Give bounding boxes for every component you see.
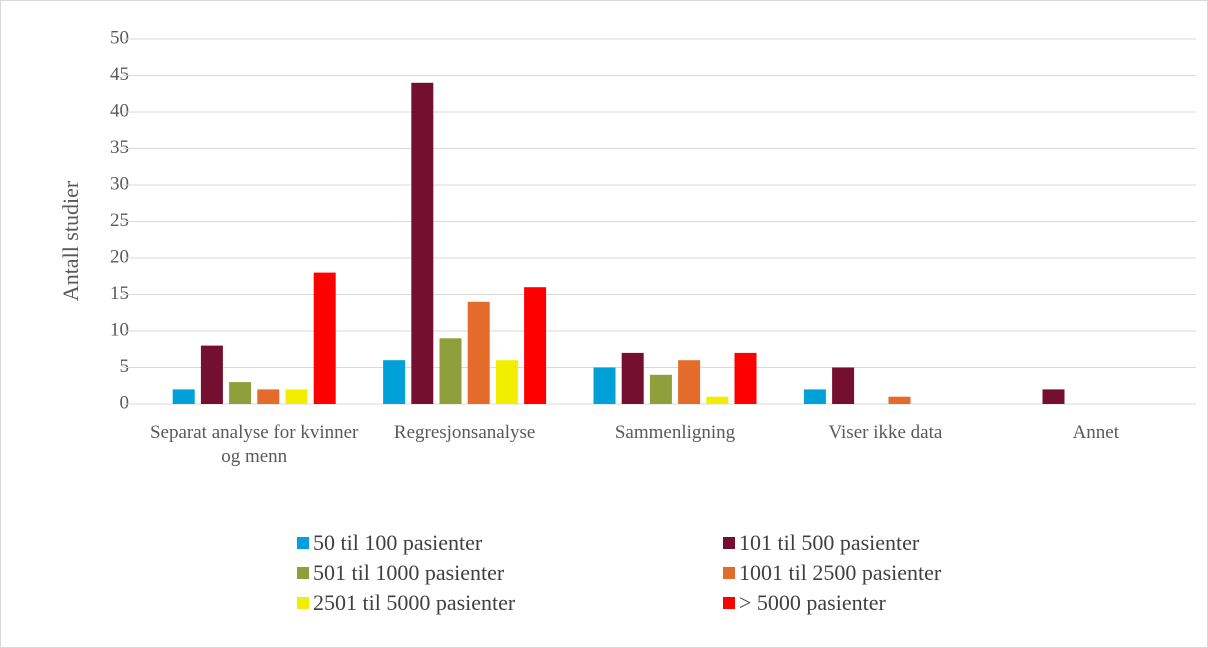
- bar: [649, 374, 672, 404]
- bar: [734, 352, 757, 404]
- bar: [229, 382, 252, 404]
- legend-label: > 5000 pasienter: [739, 590, 886, 615]
- legend-label: 101 til 500 pasienter: [739, 530, 920, 555]
- y-tick-label: 0: [120, 392, 130, 413]
- bar: [678, 360, 701, 404]
- y-tick-label: 20: [110, 246, 129, 267]
- legend-label: 1001 til 2500 pasienter: [739, 560, 942, 585]
- x-tick-label: Annet: [1072, 422, 1120, 443]
- y-tick-label: 50: [110, 27, 129, 48]
- legend-swatch: [297, 597, 309, 609]
- bar: [593, 367, 616, 404]
- legend-item: 50 til 100 pasienter: [297, 530, 482, 556]
- legend-swatch: [723, 597, 735, 609]
- legend-label: 501 til 1000 pasienter: [313, 560, 505, 585]
- bar: [524, 287, 547, 404]
- y-tick-label: 40: [110, 100, 129, 121]
- bar: [803, 389, 826, 404]
- x-tick-label: Sammenligning: [614, 422, 736, 443]
- bar: [200, 345, 223, 404]
- y-tick-label: 30: [110, 173, 129, 194]
- bar: [495, 360, 518, 404]
- bar: [411, 82, 434, 405]
- y-tick-label: 35: [110, 137, 129, 158]
- bar: [832, 367, 855, 404]
- legend-label: 50 til 100 pasienter: [313, 530, 483, 555]
- y-tick-label: 5: [120, 356, 130, 377]
- bar: [706, 396, 729, 404]
- bar: [172, 389, 195, 404]
- bar: [467, 301, 490, 404]
- legend-swatch: [297, 537, 309, 549]
- legend-item: 1001 til 2500 pasienter: [723, 560, 941, 586]
- legend-item: 501 til 1000 pasienter: [297, 560, 504, 586]
- bar: [439, 338, 462, 404]
- bar: [621, 352, 644, 404]
- legend-swatch: [723, 567, 735, 579]
- y-tick-label: 10: [110, 319, 129, 340]
- y-axis-title: Antall studier: [58, 180, 83, 301]
- legend-item: 101 til 500 pasienter: [723, 530, 919, 556]
- x-tick-label: Regresjonsanalyse: [393, 422, 536, 443]
- y-tick-label: 15: [110, 283, 129, 304]
- bar: [888, 396, 911, 404]
- bar: [285, 389, 308, 404]
- y-tick-label: 25: [110, 210, 129, 231]
- bar: [383, 360, 406, 404]
- legend-swatch: [723, 537, 735, 549]
- bar: [313, 272, 336, 404]
- legend-swatch: [297, 567, 309, 579]
- bar: [1042, 389, 1065, 404]
- legend-item: 2501 til 5000 pasienter: [297, 590, 515, 616]
- legend-item: > 5000 pasienter: [723, 590, 886, 616]
- y-tick-label: 45: [110, 64, 129, 85]
- legend-label: 2501 til 5000 pasienter: [313, 590, 516, 615]
- x-tick-label: Viser ikke data: [828, 422, 943, 443]
- x-tick-label: Separat analyse for kvinner og menn: [149, 422, 359, 467]
- bar: [257, 389, 280, 404]
